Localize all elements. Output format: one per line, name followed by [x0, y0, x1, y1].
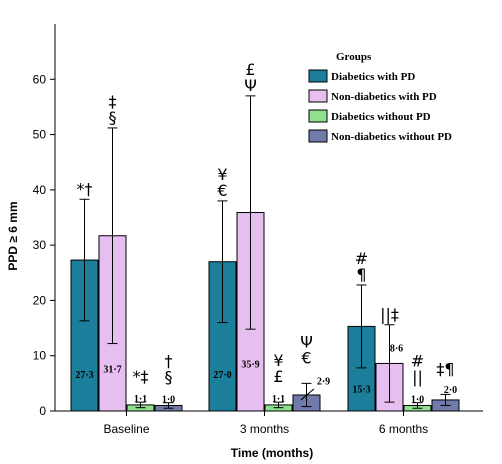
legend: Groups Diabetics with PD Non-diabetics wi…: [308, 51, 452, 143]
bar-value-label: 2·9: [317, 376, 330, 387]
bar-value-label: 1·0: [162, 394, 175, 405]
bar-value-label: 27·0: [213, 370, 231, 381]
y-tick-label: 30: [33, 238, 47, 252]
bar-value-label: 8·6: [390, 343, 403, 354]
significance-mark: *‡: [133, 367, 149, 386]
bar-value-label: 1·1: [272, 394, 285, 405]
significance-mark: ‡¶: [436, 359, 454, 378]
y-tick-label: 0: [39, 404, 46, 418]
legend-swatch: [308, 109, 328, 123]
error-bars: [79, 95, 451, 409]
legend-entry-label: Diabetics with PD: [331, 71, 415, 83]
y-tick-label: 60: [33, 72, 47, 86]
significance-marks: *† ¥ € # ¶ ‡ § £ Ψ ||‡ *‡ ¥ £ # || † § Ψ € ‡¶: [77, 60, 455, 387]
y-axis-ticks: 0 10 20 30 40 50 60: [33, 72, 55, 418]
y-tick-label: 20: [33, 293, 47, 307]
significance-mark: Ψ €: [300, 332, 313, 367]
bars: [70, 212, 460, 412]
y-axis-title: PPD ≥ 6 mm: [6, 201, 20, 270]
legend-entry-label: Diabetics without PD: [331, 111, 431, 123]
significance-mark: ‡ §: [109, 92, 117, 127]
legend-swatch: [308, 129, 328, 143]
bar-value-label: 1·0: [411, 394, 424, 405]
label-leader-line: [300, 388, 315, 401]
bar-value-label: 1·1: [134, 394, 147, 405]
y-tick-label: 50: [33, 128, 47, 142]
bar-value-label: 35·9: [241, 359, 259, 370]
significance-mark: † §: [165, 352, 173, 387]
significance-mark: ||‡: [380, 305, 399, 324]
bar-value-label: 27·3: [75, 370, 93, 381]
significance-mark: # ||: [411, 352, 424, 387]
significance-mark: # ¶: [355, 249, 368, 284]
significance-mark: ¥ €: [217, 165, 227, 200]
bar-value-label: 31·7: [103, 364, 121, 375]
x-axis-ticks: Baseline 3 months 6 months: [103, 411, 428, 436]
y-tick-label: 10: [33, 349, 47, 363]
x-tick-label: 6 months: [379, 422, 428, 436]
bar-value-label: 15·3: [352, 384, 370, 395]
y-tick-label: 40: [33, 183, 47, 197]
legend-swatch: [308, 89, 328, 103]
x-tick-label: 3 months: [240, 422, 289, 436]
bar-value-labels: 27·3 27·0 15·3 31·7 35·9 8·6 1·1 1·1 1·0 1·0 2·9 2·…: [75, 343, 457, 405]
legend-swatch: [308, 69, 328, 83]
x-tick-label: Baseline: [103, 422, 149, 436]
legend-entry-label: Non-diabetics with PD: [331, 91, 437, 103]
significance-mark: ¥ £: [273, 351, 283, 386]
legend-entry-label: Non-diabetics without PD: [331, 131, 452, 143]
bar-value-label: 2·0: [444, 385, 457, 396]
legend-title: Groups: [336, 51, 372, 63]
x-axis-title: Time (months): [231, 446, 313, 460]
significance-mark: £ Ψ: [244, 60, 257, 95]
significance-mark: *†: [77, 179, 93, 198]
